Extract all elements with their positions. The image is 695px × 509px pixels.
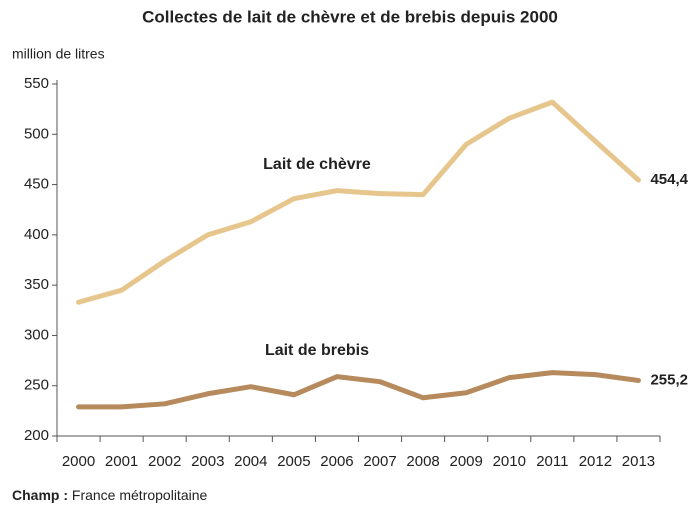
y-tick-label: 250 xyxy=(24,377,49,394)
x-tick-label: 2004 xyxy=(234,453,267,470)
y-tick-label: 450 xyxy=(24,176,49,193)
x-tick-label: 2012 xyxy=(579,453,612,470)
y-tick-label: 200 xyxy=(24,427,49,444)
x-tick-label: 2000 xyxy=(62,453,95,470)
series-line xyxy=(76,99,641,305)
chart-title: Collectes de lait de chèvre et de brebis… xyxy=(142,7,558,26)
x-tick-label: 2007 xyxy=(363,453,396,470)
x-tick-label: 2005 xyxy=(277,453,310,470)
series-label: Lait de brebis xyxy=(265,342,369,359)
y-axis-label: million de litres xyxy=(12,46,105,62)
note-text: France métropolitaine xyxy=(72,487,208,503)
x-tick-label: 2008 xyxy=(406,453,439,470)
series-line xyxy=(76,370,641,410)
note-label: Champ : xyxy=(12,487,68,503)
y-tick-label: 500 xyxy=(24,125,49,142)
value-label: 454,4 xyxy=(650,171,688,188)
y-tick-label: 350 xyxy=(24,276,49,293)
x-tick-label: 2009 xyxy=(449,453,482,470)
x-tick-label: 2003 xyxy=(191,453,224,470)
x-tick-label: 2001 xyxy=(105,453,138,470)
x-tick-label: 2011 xyxy=(536,453,568,470)
x-tick-label: 2006 xyxy=(320,453,353,470)
x-tick-label: 2002 xyxy=(148,453,181,470)
note: Champ : France métropolitaine xyxy=(12,487,208,503)
x-tick-label: 2010 xyxy=(493,453,526,470)
series-label: Lait de chèvre xyxy=(263,156,371,173)
y-tick-label: 400 xyxy=(24,226,49,243)
y-tick-label: 550 xyxy=(24,75,49,92)
y-tick-label: 300 xyxy=(24,326,49,343)
x-tick-label: 2013 xyxy=(622,453,655,470)
value-label: 255,2 xyxy=(650,371,688,388)
